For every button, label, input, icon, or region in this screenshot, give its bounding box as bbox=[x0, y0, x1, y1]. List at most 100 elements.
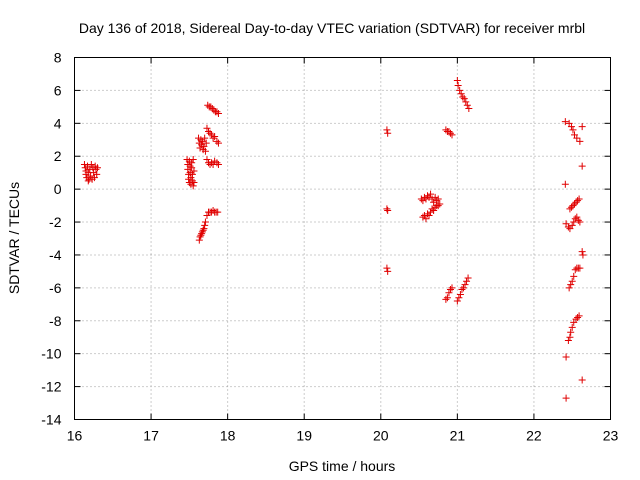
data-point bbox=[201, 221, 209, 229]
data-point bbox=[578, 248, 586, 256]
data-point bbox=[573, 213, 581, 221]
data-point bbox=[430, 207, 438, 215]
data-point bbox=[576, 264, 584, 272]
data-point bbox=[190, 167, 198, 175]
data-point bbox=[428, 205, 436, 213]
data-point bbox=[436, 200, 444, 208]
data-point bbox=[561, 118, 569, 126]
data-point bbox=[463, 277, 471, 285]
data-point bbox=[448, 131, 456, 139]
data-point bbox=[567, 203, 575, 211]
data-point bbox=[442, 126, 450, 134]
data-point bbox=[210, 106, 218, 114]
data-point bbox=[463, 101, 471, 109]
data-point bbox=[443, 294, 451, 302]
data-point bbox=[442, 295, 450, 303]
data-point bbox=[201, 147, 209, 155]
x-tick-label: 22 bbox=[526, 428, 542, 444]
data-point bbox=[196, 144, 204, 152]
data-point bbox=[205, 128, 212, 136]
data-point bbox=[214, 160, 222, 168]
y-tick-label: 8 bbox=[54, 50, 62, 66]
data-point bbox=[93, 170, 101, 178]
y-tick-label: -2 bbox=[49, 214, 62, 230]
plot-frame bbox=[74, 57, 611, 420]
data-point bbox=[214, 109, 222, 117]
data-point bbox=[423, 210, 431, 218]
y-tick-label: -14 bbox=[41, 412, 61, 428]
data-point bbox=[422, 215, 430, 223]
data-point bbox=[575, 312, 583, 320]
data-point bbox=[190, 179, 198, 187]
data-point bbox=[383, 264, 391, 272]
chart-title: Day 136 of 2018, Sidereal Day-to-day VTE… bbox=[79, 20, 585, 36]
data-point bbox=[422, 195, 430, 203]
data-point bbox=[383, 126, 391, 134]
data-point bbox=[576, 218, 584, 226]
data-point bbox=[430, 198, 438, 206]
data-point bbox=[453, 297, 461, 305]
data-point bbox=[188, 170, 196, 178]
data-point bbox=[567, 328, 575, 336]
data-point bbox=[446, 286, 454, 294]
data-point bbox=[428, 195, 436, 203]
data-point bbox=[578, 123, 586, 131]
data-point bbox=[445, 128, 453, 136]
data-point bbox=[574, 197, 582, 205]
x-tick-label: 18 bbox=[220, 428, 236, 444]
y-axis-title: SDTVAR / TECUs bbox=[6, 182, 22, 294]
data-point bbox=[465, 105, 473, 113]
x-tick-label: 21 bbox=[450, 428, 466, 444]
data-point bbox=[198, 230, 206, 238]
data-point bbox=[458, 286, 466, 294]
data-point bbox=[571, 266, 579, 274]
data-point bbox=[459, 284, 467, 292]
data-point bbox=[456, 86, 464, 94]
x-tick-label: 17 bbox=[143, 428, 159, 444]
data-point bbox=[198, 228, 206, 236]
data-point bbox=[561, 180, 569, 188]
data-point bbox=[425, 193, 433, 201]
data-point bbox=[427, 190, 435, 198]
data-point bbox=[572, 315, 580, 323]
data-point bbox=[570, 218, 578, 226]
data-point bbox=[189, 182, 197, 190]
data-point bbox=[87, 172, 95, 180]
data-point bbox=[209, 134, 217, 142]
grid-lines bbox=[74, 57, 611, 420]
data-point bbox=[208, 131, 216, 139]
data-point bbox=[208, 105, 216, 113]
data-point bbox=[461, 281, 469, 289]
data-point bbox=[578, 376, 586, 384]
data-point bbox=[384, 207, 392, 215]
y-tick-labels: 8 6 4 2 0 -2 -4 -6 -8 -10 -12 -14 bbox=[41, 50, 61, 428]
data-point bbox=[203, 156, 211, 164]
data-point bbox=[213, 137, 221, 145]
x-tick-labels: 16 17 18 19 20 21 22 23 bbox=[67, 428, 619, 444]
data-point bbox=[196, 233, 204, 241]
data-point bbox=[84, 177, 92, 185]
data-point bbox=[202, 139, 210, 147]
data-point bbox=[86, 165, 94, 173]
data-point bbox=[434, 195, 442, 203]
data-point bbox=[566, 333, 574, 341]
data-point bbox=[456, 290, 464, 298]
x-tick-label: 19 bbox=[296, 428, 312, 444]
x-tick-label: 23 bbox=[603, 428, 619, 444]
data-point bbox=[201, 134, 209, 142]
data-point bbox=[454, 81, 462, 89]
data-point bbox=[564, 223, 572, 231]
data-point bbox=[195, 236, 203, 244]
data-point bbox=[446, 129, 454, 137]
data-point bbox=[568, 323, 576, 331]
data-point bbox=[189, 156, 197, 164]
data-point bbox=[187, 174, 195, 182]
data-point bbox=[214, 139, 222, 147]
data-point bbox=[571, 215, 579, 223]
y-tick-label: -8 bbox=[49, 313, 62, 329]
data-point bbox=[576, 137, 584, 145]
data-point bbox=[578, 162, 586, 170]
y-tick-label: 0 bbox=[54, 181, 62, 197]
data-point bbox=[562, 353, 570, 361]
